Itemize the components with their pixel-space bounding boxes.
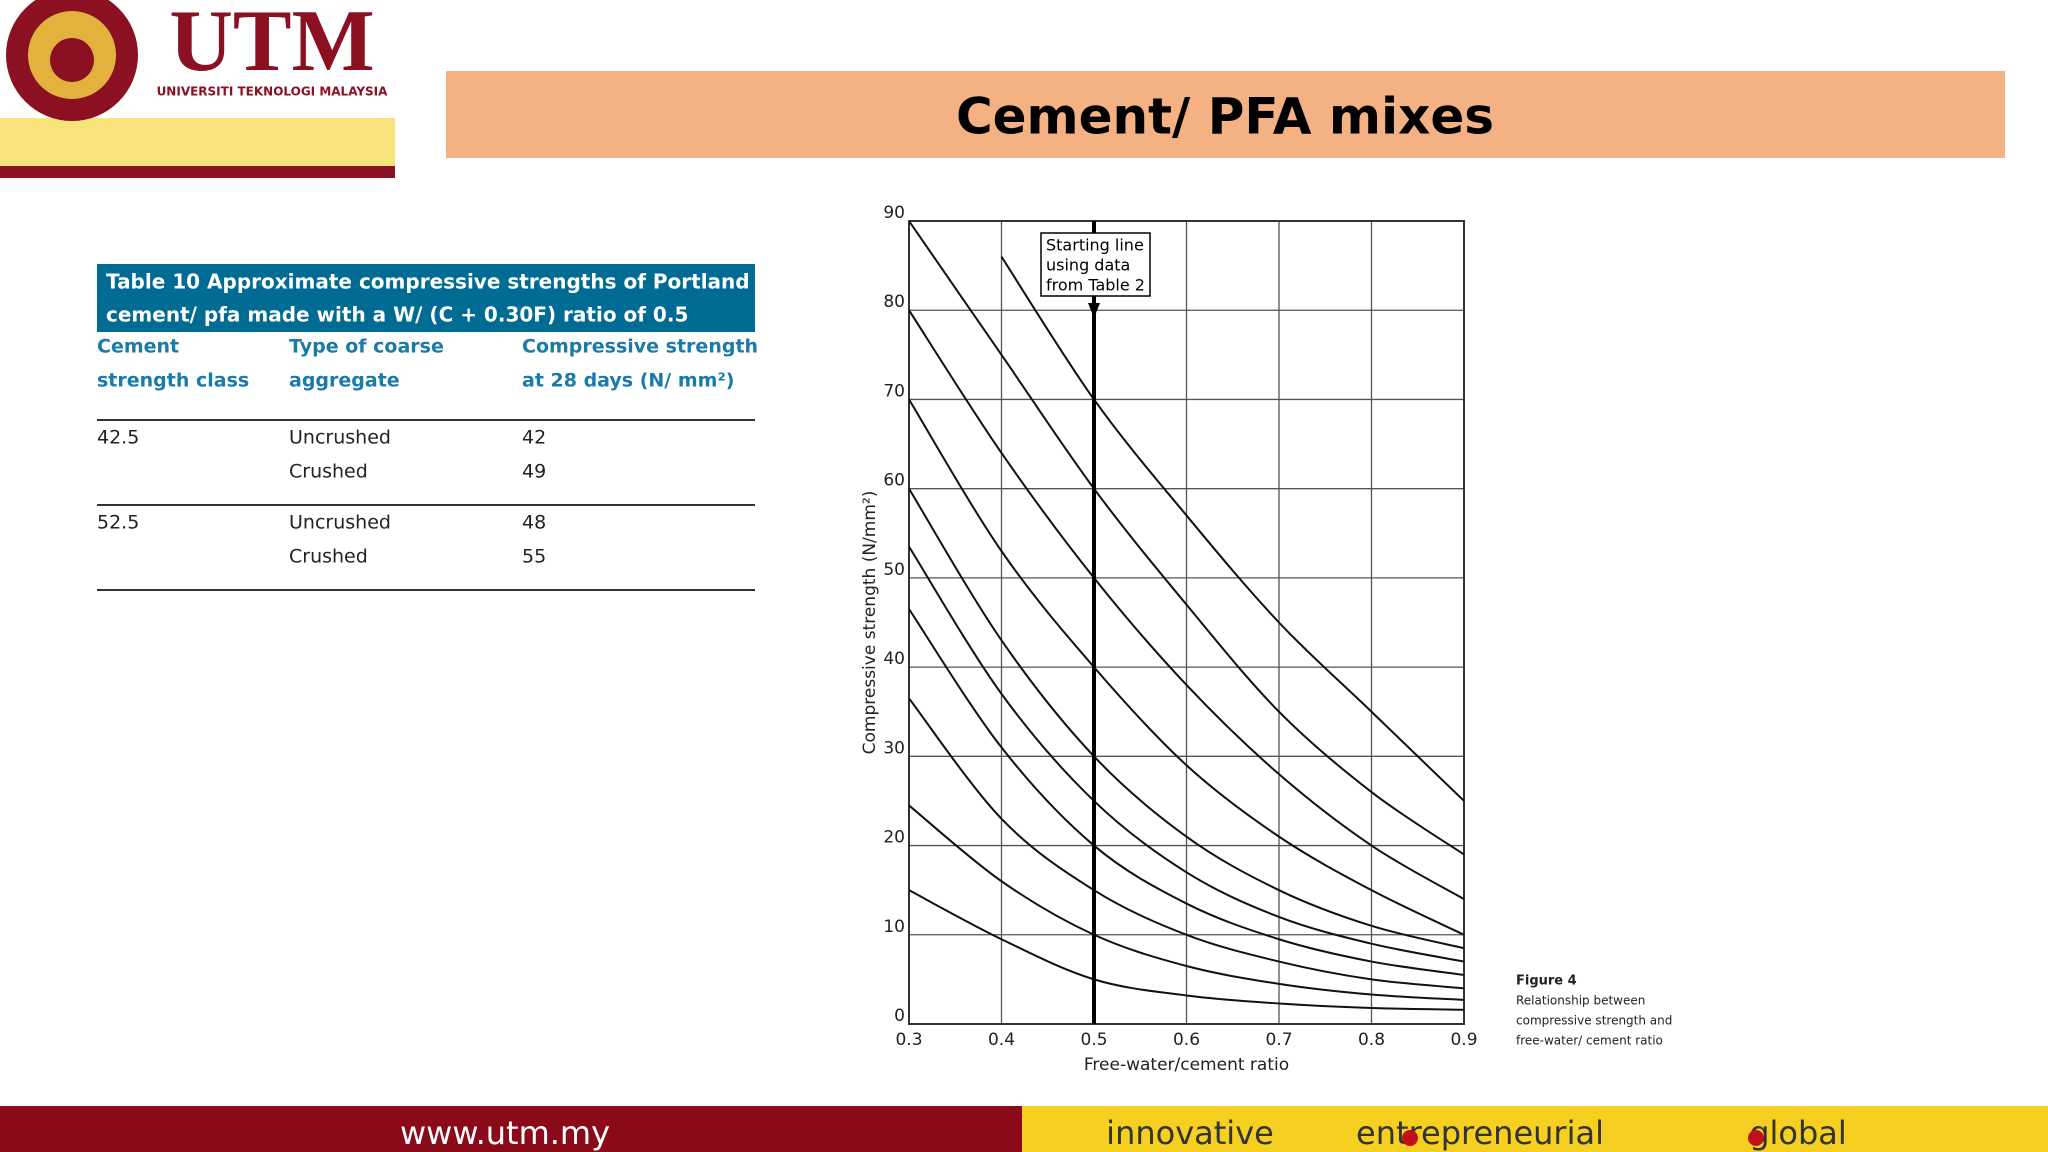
y-tick-label: 70 (883, 381, 905, 401)
x-axis-label: Free-water/cement ratio (1084, 1055, 1289, 1075)
strength-value: 55 (522, 546, 546, 568)
plot-frame (908, 220, 1465, 1025)
aggregate-type: Crushed (289, 546, 368, 568)
logo-subtext: UNIVERSITI TEKNOLOGI MALAYSIA (157, 85, 389, 99)
footer-left (0, 1106, 1022, 1152)
x-tick-label: 0.8 (1358, 1030, 1385, 1050)
x-tick-label: 0.7 (1265, 1030, 1292, 1050)
curve (909, 309, 1464, 900)
column-header: Compressive strength (522, 336, 758, 358)
y-axis-label: Compressive strength (N/mm²) (860, 491, 880, 755)
slide-title: Cement/ PFA mixes (956, 88, 1494, 146)
x-tick-label: 0.4 (988, 1030, 1015, 1050)
strength-value: 49 (522, 461, 546, 483)
y-tick-label: 90 (883, 203, 905, 223)
footer-right (1022, 1106, 2048, 1152)
curve (1000, 256, 1464, 802)
x-tick-label: 0.6 (1173, 1030, 1200, 1050)
y-tick-label: 40 (883, 649, 905, 669)
tagline-dot (1748, 1130, 1764, 1146)
aggregate-type: Uncrushed (289, 427, 391, 449)
figure-caption: Relationship between (1516, 994, 1645, 1008)
footer-tagline: innovative (1106, 1114, 1274, 1152)
footer-url: www.utm.my (400, 1114, 610, 1152)
column-header: Cement (97, 336, 179, 358)
y-tick-label: 0 (894, 1006, 905, 1026)
strength-class: 42.5 (97, 427, 139, 449)
footer-tagline: global (1749, 1114, 1847, 1152)
curve (909, 546, 1464, 963)
y-tick-label: 60 (883, 471, 905, 491)
figure-caption: free-water/ cement ratio (1516, 1034, 1663, 1048)
y-tick-label: 50 (883, 560, 905, 580)
title-bar (446, 71, 2005, 158)
figure-caption: Figure 4 (1516, 974, 1577, 989)
curve (909, 221, 1464, 856)
curve (909, 697, 1464, 990)
curve (909, 804, 1464, 1001)
y-tick-label: 80 (883, 292, 905, 312)
figure-caption: compressive strength and (1516, 1014, 1672, 1028)
annotation-box (1040, 232, 1151, 297)
column-header: strength class (97, 370, 249, 392)
curve (909, 398, 1464, 936)
aggregate-type: Crushed (289, 461, 368, 483)
strength-value: 48 (522, 512, 546, 534)
tagline-dot (1402, 1130, 1418, 1146)
curve (909, 608, 1464, 976)
annotation-text: Starting line (1046, 236, 1144, 255)
x-tick-label: 0.3 (895, 1030, 922, 1050)
logo-emblem-core (50, 38, 94, 82)
logo-text: UTM (169, 0, 374, 90)
column-header: Type of coarse (289, 336, 444, 358)
y-tick-label: 30 (883, 738, 905, 758)
annotation-text: using data (1046, 256, 1130, 275)
x-tick-label: 0.5 (1080, 1030, 1107, 1050)
table-caption: Table 10 Approximate compressive strengt… (106, 270, 750, 294)
table-caption: cement/ pfa made with a W/ (C + 0.30F) r… (106, 303, 688, 327)
y-tick-label: 20 (883, 828, 905, 848)
annotation-text: from Table 2 (1046, 276, 1145, 295)
curve (909, 889, 1464, 1011)
footer-tagline: entrepreneurial (1356, 1114, 1604, 1152)
x-tick-label: 0.9 (1450, 1030, 1477, 1050)
strength-value: 42 (522, 427, 546, 449)
column-header: aggregate (289, 370, 400, 392)
column-header: at 28 days (N/ mm²) (522, 370, 734, 392)
strength-class: 52.5 (97, 512, 139, 534)
y-tick-label: 10 (883, 917, 905, 937)
curve (909, 488, 1464, 950)
table-caption-bg (97, 264, 755, 332)
annotation-arrow (1088, 303, 1100, 318)
logo-bar (0, 166, 395, 178)
logo-band (0, 118, 395, 168)
aggregate-type: Uncrushed (289, 512, 391, 534)
